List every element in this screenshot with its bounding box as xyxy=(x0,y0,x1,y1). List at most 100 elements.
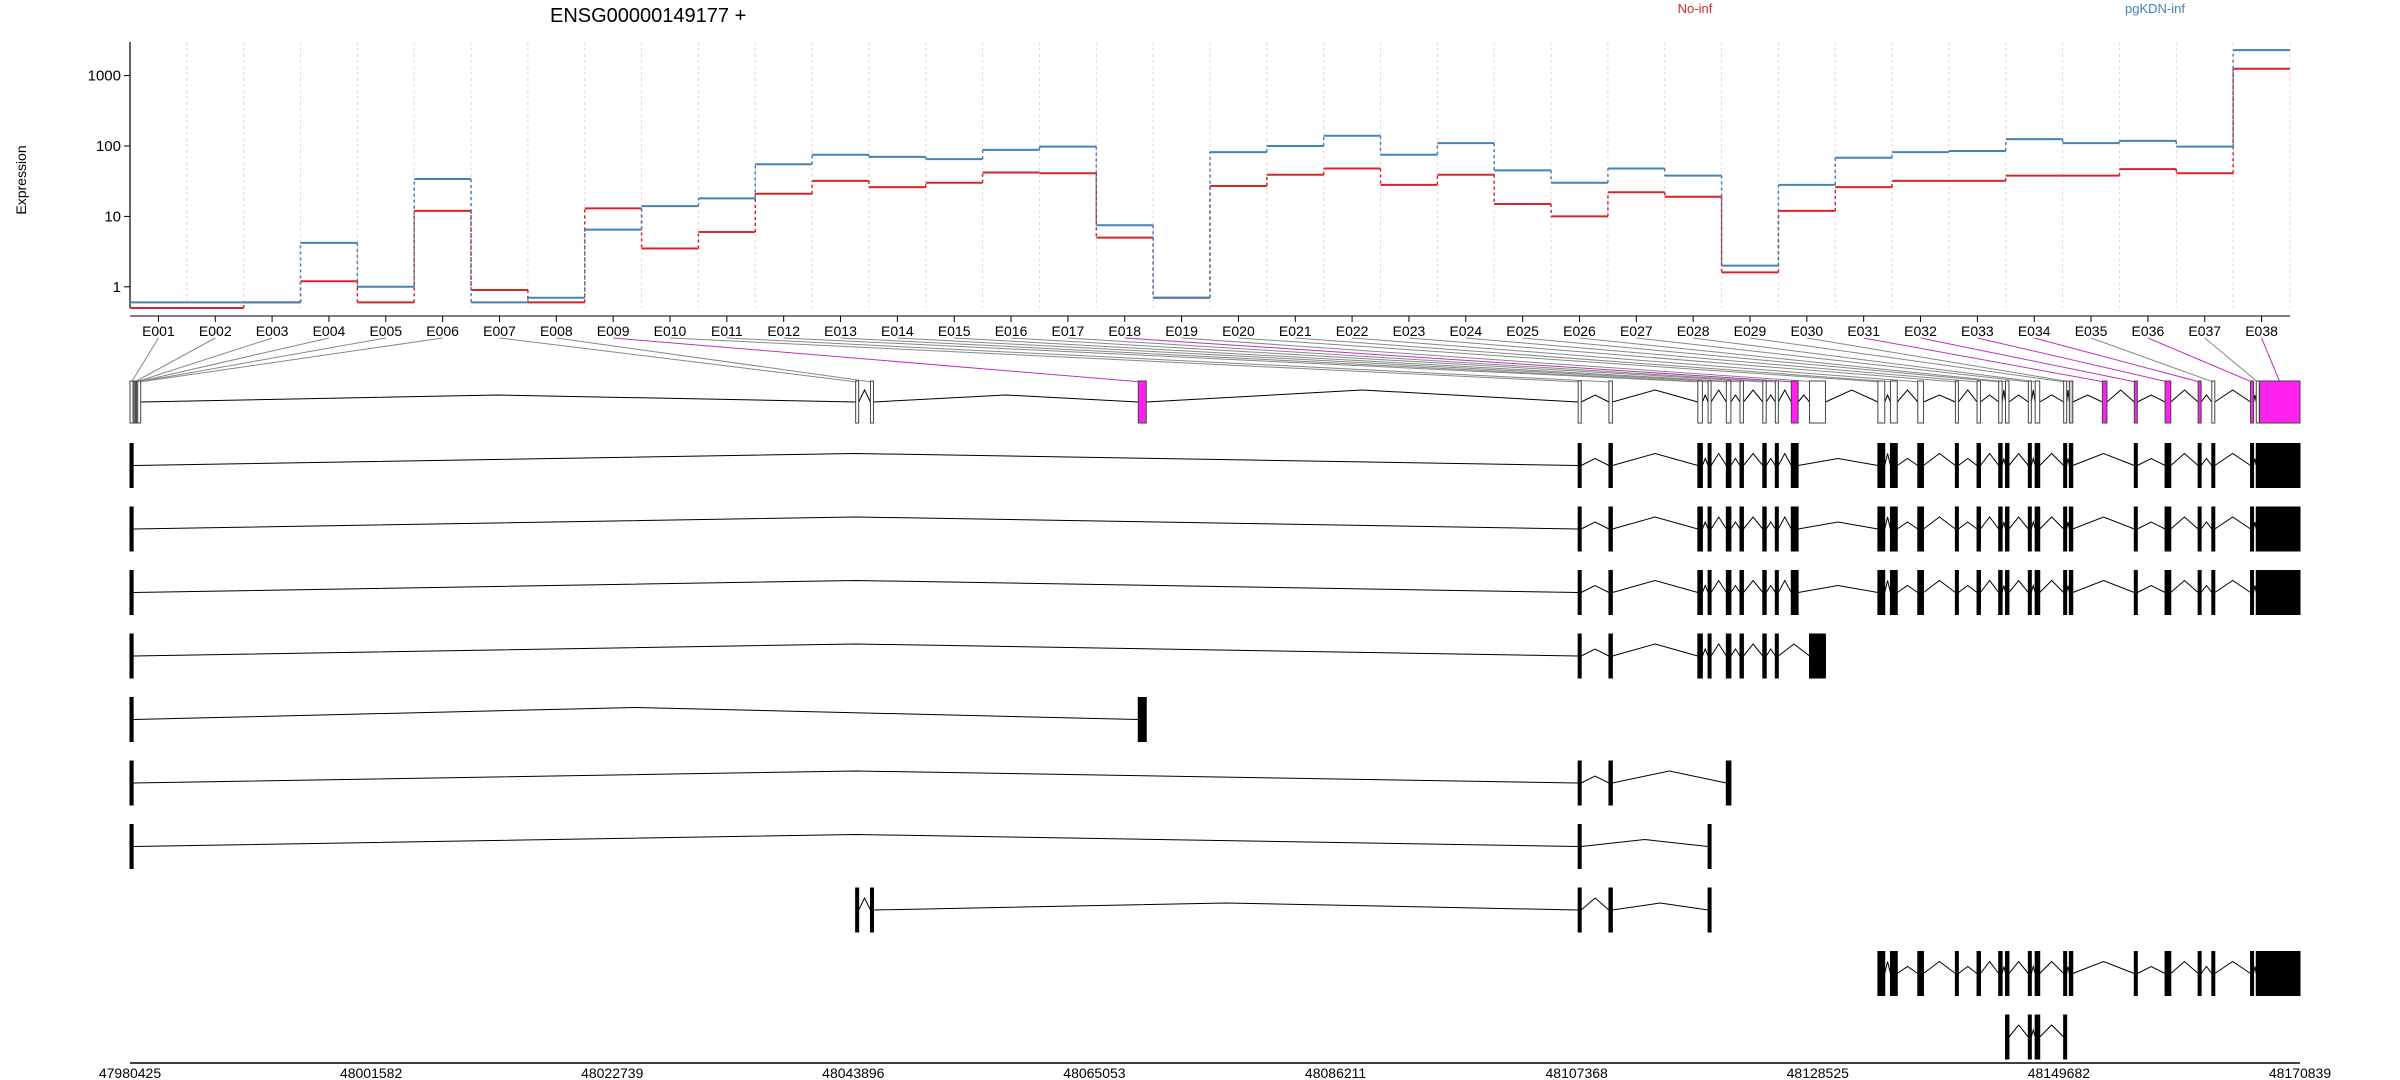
intron-line xyxy=(1884,580,1891,593)
intron-line xyxy=(1923,394,1956,403)
exon-box xyxy=(1707,887,1712,933)
genomic-tick-label: 48043896 xyxy=(822,1065,885,1080)
exon-box xyxy=(1998,570,2003,615)
intron-line xyxy=(133,579,1579,593)
y-tick-label: 10 xyxy=(104,208,121,225)
intron-line xyxy=(2200,965,2213,974)
intron-line xyxy=(2214,579,2251,593)
intron-line xyxy=(1798,457,1878,466)
exon-box xyxy=(1762,380,1767,424)
intron-line xyxy=(2137,394,2166,403)
exon-box xyxy=(1954,506,1959,552)
intron-line xyxy=(2039,579,2065,593)
intron-line xyxy=(1980,452,2000,466)
intron-line xyxy=(1896,457,1919,466)
exon-box xyxy=(1725,380,1732,424)
intron-line xyxy=(1730,584,1741,593)
intron-line xyxy=(1957,389,1978,403)
intron-line xyxy=(1896,389,1919,403)
exon-box xyxy=(2034,951,2041,996)
exon-box xyxy=(2250,506,2255,552)
intron-line xyxy=(2001,521,2007,530)
genomic-tick-label: 48065053 xyxy=(1063,1065,1126,1080)
exon-connector xyxy=(726,337,1611,383)
intron-line xyxy=(2137,965,2166,974)
genomic-tick-label: 48022739 xyxy=(581,1065,644,1080)
intron-line xyxy=(2008,516,2029,530)
exon-box xyxy=(2005,570,2010,615)
intron-line xyxy=(1580,584,1610,593)
exon-box xyxy=(1917,380,1924,424)
exon-connector xyxy=(840,337,1710,383)
intron-line xyxy=(1701,520,1709,530)
exon-box xyxy=(2005,951,2010,996)
intron-line xyxy=(1701,457,1709,466)
intron-line xyxy=(1710,389,1727,403)
exon-connector xyxy=(139,337,443,383)
intron-line xyxy=(2170,452,2199,466)
exon-label: E004 xyxy=(313,323,346,339)
intron-line xyxy=(2030,456,2036,466)
exon-connector xyxy=(131,337,159,383)
exon-connector xyxy=(2147,337,2253,383)
exon-connector xyxy=(1124,337,1795,383)
exon-box xyxy=(2255,570,2260,615)
exon-connector xyxy=(669,337,1580,383)
exon-label: E037 xyxy=(2188,323,2221,339)
exon-box xyxy=(1739,506,1744,552)
transcript-track xyxy=(129,697,1147,742)
exon-box xyxy=(1697,506,1703,552)
exon-box xyxy=(129,633,134,679)
exon-box xyxy=(2068,951,2074,996)
exon-connector xyxy=(2261,337,2281,383)
exon-box xyxy=(855,887,860,933)
exon-box xyxy=(1889,951,1898,996)
intron-line xyxy=(2008,1024,2029,1038)
transcript-track xyxy=(129,824,1712,869)
intron-line xyxy=(1580,457,1610,466)
intron-line xyxy=(1884,516,1891,530)
exon-box xyxy=(2259,443,2301,488)
intron-line xyxy=(1730,648,1741,657)
intron-line xyxy=(2030,583,2036,593)
intron-line xyxy=(2030,520,2036,530)
transcript-track xyxy=(129,443,2301,488)
exon-box xyxy=(855,380,860,424)
transcript-tracks xyxy=(129,380,2301,1060)
exon-box xyxy=(2164,951,2172,996)
intron-line xyxy=(1923,516,1956,530)
y-tick-label: 1000 xyxy=(88,68,121,85)
intron-line xyxy=(2072,960,2135,974)
exon-label: E013 xyxy=(824,323,857,339)
series-pgKDN-inf xyxy=(130,49,2290,304)
exon-box xyxy=(129,697,134,742)
exon-box xyxy=(1954,443,1959,488)
intron-line xyxy=(1701,393,1709,403)
genomic-axis: 47980425 48001582 48022739 48043896 48065053… xyxy=(99,1062,2331,1080)
exon-box xyxy=(1998,380,2003,424)
exon-box xyxy=(2034,1014,2041,1060)
exon-box xyxy=(2027,506,2032,552)
exon-label: E033 xyxy=(1961,323,1994,339)
exon-box xyxy=(2259,570,2301,615)
exon-box xyxy=(129,443,134,488)
exon-box xyxy=(2164,506,2172,552)
intron-line xyxy=(1825,389,1879,403)
exon-box xyxy=(1608,760,1613,806)
exon-box xyxy=(2068,380,2074,424)
exon-box xyxy=(129,824,134,869)
exon-box xyxy=(1707,570,1712,615)
exon-connector xyxy=(1465,337,1979,383)
intron-line xyxy=(1580,521,1610,530)
legend-pgkdn-inf: pgKDN-inf xyxy=(2125,1,2185,16)
exon-box xyxy=(2063,443,2068,488)
exon-connector xyxy=(1238,337,1882,383)
exon-label: E038 xyxy=(2245,323,2278,339)
exon-box xyxy=(1577,380,1582,424)
exon-connectors xyxy=(131,337,2281,383)
intron-line xyxy=(1958,965,1978,974)
exon-box xyxy=(1577,506,1582,552)
exon-connector xyxy=(499,337,858,383)
exon-label: E009 xyxy=(597,323,630,339)
